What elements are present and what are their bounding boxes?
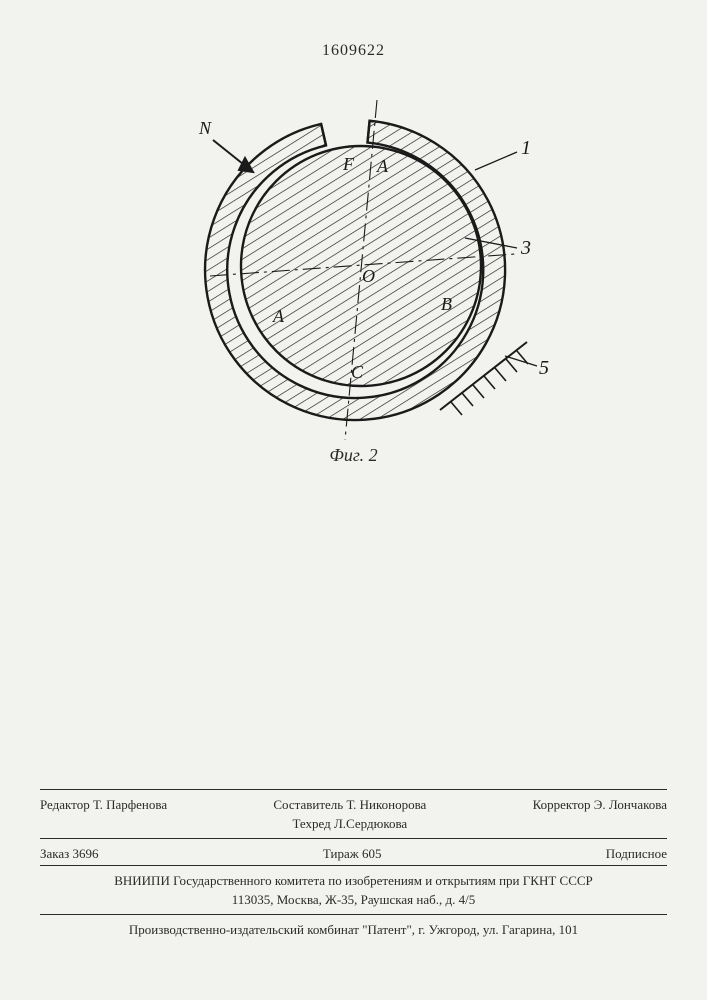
label-b: B [441, 294, 452, 314]
label-c: C [351, 362, 364, 382]
press-line: Производственно-издательский комбинат "П… [40, 921, 667, 940]
order-line: Заказ 3696 [40, 845, 99, 864]
circulation-line: Тираж 605 [323, 845, 382, 864]
document-number: 1609622 [0, 42, 707, 60]
tech-editor-line: Техред Л.Сердюкова [292, 816, 407, 831]
force-arrow-n [213, 140, 253, 172]
label-f: F [342, 154, 355, 174]
subscription-line: Подписное [606, 845, 667, 864]
compiler-line: Составитель Т. Никонорова [273, 797, 426, 812]
figure-2: N F A O A B C 1 3 5 [155, 80, 555, 460]
callout-3: 3 [520, 237, 531, 259]
figure-caption: Фиг. 2 [0, 445, 707, 466]
editor-line: Редактор Т. Парфенова [40, 796, 167, 834]
imprint-footer: Редактор Т. Парфенова Составитель Т. Ник… [40, 785, 667, 940]
label-a-top: A [376, 156, 389, 176]
label-o: O [362, 266, 375, 286]
org-line-1: ВНИИПИ Государственного комитета по изоб… [40, 872, 667, 891]
callout-5: 5 [539, 357, 549, 379]
org-line-2: 113035, Москва, Ж-35, Раушская наб., д. … [40, 891, 667, 910]
callout-1: 1 [521, 137, 531, 159]
label-a-left: A [272, 306, 285, 326]
label-n: N [198, 118, 212, 138]
corrector-line: Корректор Э. Лончакова [533, 796, 667, 834]
